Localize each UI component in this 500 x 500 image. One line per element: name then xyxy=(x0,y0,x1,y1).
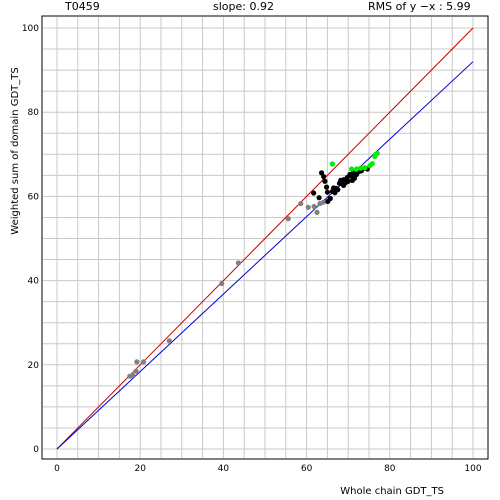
y-tick-label: 20 xyxy=(28,361,40,371)
data-point xyxy=(219,280,225,287)
y-axis-label: Weighted sum of domain GDT_TS xyxy=(10,67,21,234)
tick-labels: 0 20 40 60 80 100 0 20 40 60 80 100 xyxy=(22,24,482,474)
data-point xyxy=(345,178,351,184)
target-label: T0459 xyxy=(65,0,100,13)
data-point xyxy=(134,359,140,365)
data-point xyxy=(318,170,325,176)
y-tick-label: 80 xyxy=(28,108,40,118)
y-tick-label: 40 xyxy=(28,277,40,287)
data-point xyxy=(305,204,311,210)
x-tick-label: 100 xyxy=(464,464,481,474)
reference-lines xyxy=(56,27,474,450)
data-point xyxy=(321,174,327,180)
data-point xyxy=(374,150,380,157)
diagonal-line xyxy=(56,27,474,450)
x-tick-label: 0 xyxy=(54,464,60,474)
data-point xyxy=(285,216,291,222)
rms-label: RMS of y −x : 5.99 xyxy=(368,0,471,13)
data-point xyxy=(362,165,368,171)
data-points xyxy=(127,150,380,379)
data-point xyxy=(348,166,355,172)
data-point xyxy=(322,178,328,184)
data-point xyxy=(329,161,335,167)
data-point xyxy=(324,189,330,195)
data-point xyxy=(323,184,330,190)
grid xyxy=(43,17,487,458)
data-point xyxy=(235,260,241,266)
data-point xyxy=(332,190,338,196)
x-tick-label: 40 xyxy=(218,464,230,474)
data-point xyxy=(327,195,333,202)
data-point xyxy=(341,182,347,189)
x-tick-label: 20 xyxy=(134,464,146,474)
slope-label: slope: 0.92 xyxy=(213,0,274,13)
data-point xyxy=(298,200,304,207)
data-point xyxy=(130,372,136,378)
y-tick-label: 100 xyxy=(22,24,39,34)
data-point xyxy=(166,338,172,344)
y-tick-label: 60 xyxy=(28,192,40,202)
x-tick-label: 80 xyxy=(384,464,396,474)
x-axis-label: Whole chain GDT_TS xyxy=(340,486,444,497)
fit-line xyxy=(56,61,474,450)
data-point xyxy=(369,160,375,167)
data-point xyxy=(358,165,364,171)
data-point xyxy=(314,209,320,215)
data-point xyxy=(133,368,139,374)
data-point xyxy=(353,166,360,172)
y-tick-label: 0 xyxy=(33,445,39,455)
data-point xyxy=(349,177,355,184)
data-point xyxy=(320,199,326,205)
data-point xyxy=(140,359,147,365)
data-point xyxy=(311,203,317,210)
data-point xyxy=(316,195,322,201)
x-tick-label: 60 xyxy=(301,464,313,474)
data-point xyxy=(311,190,317,196)
